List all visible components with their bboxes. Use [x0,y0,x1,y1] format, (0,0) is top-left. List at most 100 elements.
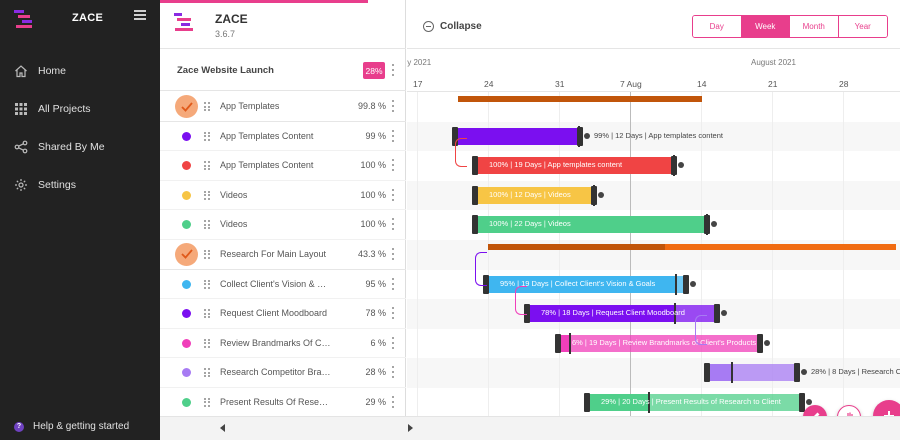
menu-icon[interactable] [134,10,146,20]
collapse-button[interactable]: Collapse [423,21,482,32]
resize-handle-left[interactable] [555,333,561,353]
resize-handle-left[interactable] [472,156,478,176]
task-row[interactable]: Research For Main Layout 43.3 % [160,240,406,270]
task-menu-icon[interactable] [391,159,395,172]
progress-marker[interactable] [674,303,677,325]
drag-handle-icon[interactable] [204,190,210,200]
drag-handle-icon[interactable] [204,368,210,378]
home-icon [15,65,27,78]
drag-handle-icon[interactable] [204,131,210,141]
sidebar-item-all-projects[interactable]: All Projects [0,90,160,128]
task-bar[interactable]: 100% | 12 Days | Videos [472,184,604,206]
task-row[interactable]: App Templates Content 100 % [160,151,406,181]
resize-handle-left[interactable] [584,393,590,412]
drag-handle-icon[interactable] [204,338,210,348]
completed-check-icon[interactable] [175,242,198,266]
progress-marker[interactable] [577,125,580,147]
dependency-connector[interactable] [598,191,604,198]
view-button-day[interactable]: Day [693,16,742,37]
task-menu-icon[interactable] [391,129,395,142]
dependency-connector[interactable] [711,221,717,228]
task-menu-icon[interactable] [391,247,395,260]
task-menu-icon[interactable] [391,366,395,379]
resize-handle-right[interactable] [577,126,583,146]
resize-handle-left[interactable] [524,304,530,324]
drag-handle-icon[interactable] [204,161,210,171]
task-row[interactable]: App Templates 99.8 % [160,92,406,122]
project-percent-badge: 28% [363,62,385,79]
resize-handle-right[interactable] [757,333,763,353]
dependency-connector[interactable] [584,132,590,139]
drag-handle-icon[interactable] [204,220,210,230]
resize-handle-left[interactable] [452,126,458,146]
task-menu-icon[interactable] [391,307,395,320]
resize-handle-right[interactable] [794,363,800,383]
drag-handle-icon[interactable] [204,279,210,289]
drag-handle-icon[interactable] [204,249,210,259]
task-menu-icon[interactable] [391,188,395,201]
view-button-year[interactable]: Year [838,16,887,37]
resize-handle-left[interactable] [472,185,478,205]
task-bar[interactable]: 100% | 22 Days | Videos [472,214,717,236]
resize-handle-right[interactable] [799,393,805,412]
progress-marker[interactable] [673,155,675,177]
drag-handle-icon[interactable] [204,102,210,111]
dependency-connector[interactable] [678,162,684,169]
resize-handle-right[interactable] [714,304,720,324]
resize-handle-left[interactable] [472,215,478,235]
progress-marker[interactable] [706,214,708,236]
project-menu-icon[interactable] [391,64,395,76]
progress-marker[interactable] [648,392,651,413]
task-bar[interactable]: 6% | 19 Days | Review Brandmarks of Clie… [555,332,770,354]
task-menu-icon[interactable] [391,336,395,349]
dependency-link [455,137,467,168]
share-icon [14,140,28,154]
dependency-connector[interactable] [764,339,770,346]
task-bar[interactable]: 99% | 12 Days | App templates content [452,125,723,147]
horizontal-scrollbar[interactable] [160,416,900,440]
drag-handle-icon[interactable] [204,309,210,319]
completed-check-icon[interactable] [175,95,198,118]
edit-button[interactable] [803,405,827,416]
sidebar-item-shared-by-me[interactable]: Shared By Me [0,128,160,166]
help-link[interactable]: ? Help & getting started [14,421,129,432]
scroll-left-button[interactable] [220,424,225,432]
month-label: uly 2021 [407,58,432,67]
task-menu-icon[interactable] [391,395,395,408]
task-row[interactable]: Videos 100 % [160,210,406,240]
task-bar[interactable]: 95% | 19 Days | Collect Client's Vision … [483,273,696,295]
sidebar-item-home[interactable]: Home [0,52,160,90]
progress-marker[interactable] [593,184,595,206]
view-button-month[interactable]: Month [790,16,839,37]
dependency-connector[interactable] [801,369,807,376]
view-button-week[interactable]: Week [741,16,790,37]
task-row[interactable]: App Templates Content 99 % [160,122,406,152]
group-bar[interactable] [488,244,896,250]
task-menu-icon[interactable] [391,218,395,231]
resize-handle-right[interactable] [683,274,689,294]
task-row[interactable]: Review Brandmarks Of Clie... 6 % [160,329,406,359]
dependency-connector[interactable] [690,280,696,287]
task-row[interactable]: Present Results Of Researc... 29 % [160,388,406,418]
task-bar[interactable]: 29% | 20 Days | Present Results of Resea… [584,392,812,413]
task-bar[interactable]: 100% | 19 Days | App templates content [472,155,684,177]
scroll-right-button[interactable] [408,424,413,432]
progress-marker[interactable] [569,332,572,354]
resize-handle-left[interactable] [704,363,710,383]
task-bar[interactable]: 78% | 18 Days | Request Client Moodboard [524,303,727,325]
progress-marker[interactable] [675,273,677,295]
progress-marker[interactable] [731,362,734,384]
task-row[interactable]: Videos 100 % [160,181,406,211]
task-row[interactable]: Request Client Moodboard 78 % [160,299,406,329]
dependency-connector[interactable] [721,310,727,317]
drag-handle-icon[interactable] [204,397,210,407]
task-menu-icon[interactable] [391,100,395,112]
sidebar-item-settings[interactable]: Settings [0,166,160,204]
task-menu-icon[interactable] [391,277,395,290]
task-bar[interactable]: 28% | 8 Days | Research Co [704,362,900,384]
task-row[interactable]: Research Competitor Brands 28 % [160,358,406,388]
task-row[interactable]: Collect Client's Vision & Go... 95 % [160,270,406,300]
group-bar[interactable] [458,96,702,102]
add-task-button[interactable] [873,400,900,416]
dependency-connector[interactable] [806,399,812,405]
